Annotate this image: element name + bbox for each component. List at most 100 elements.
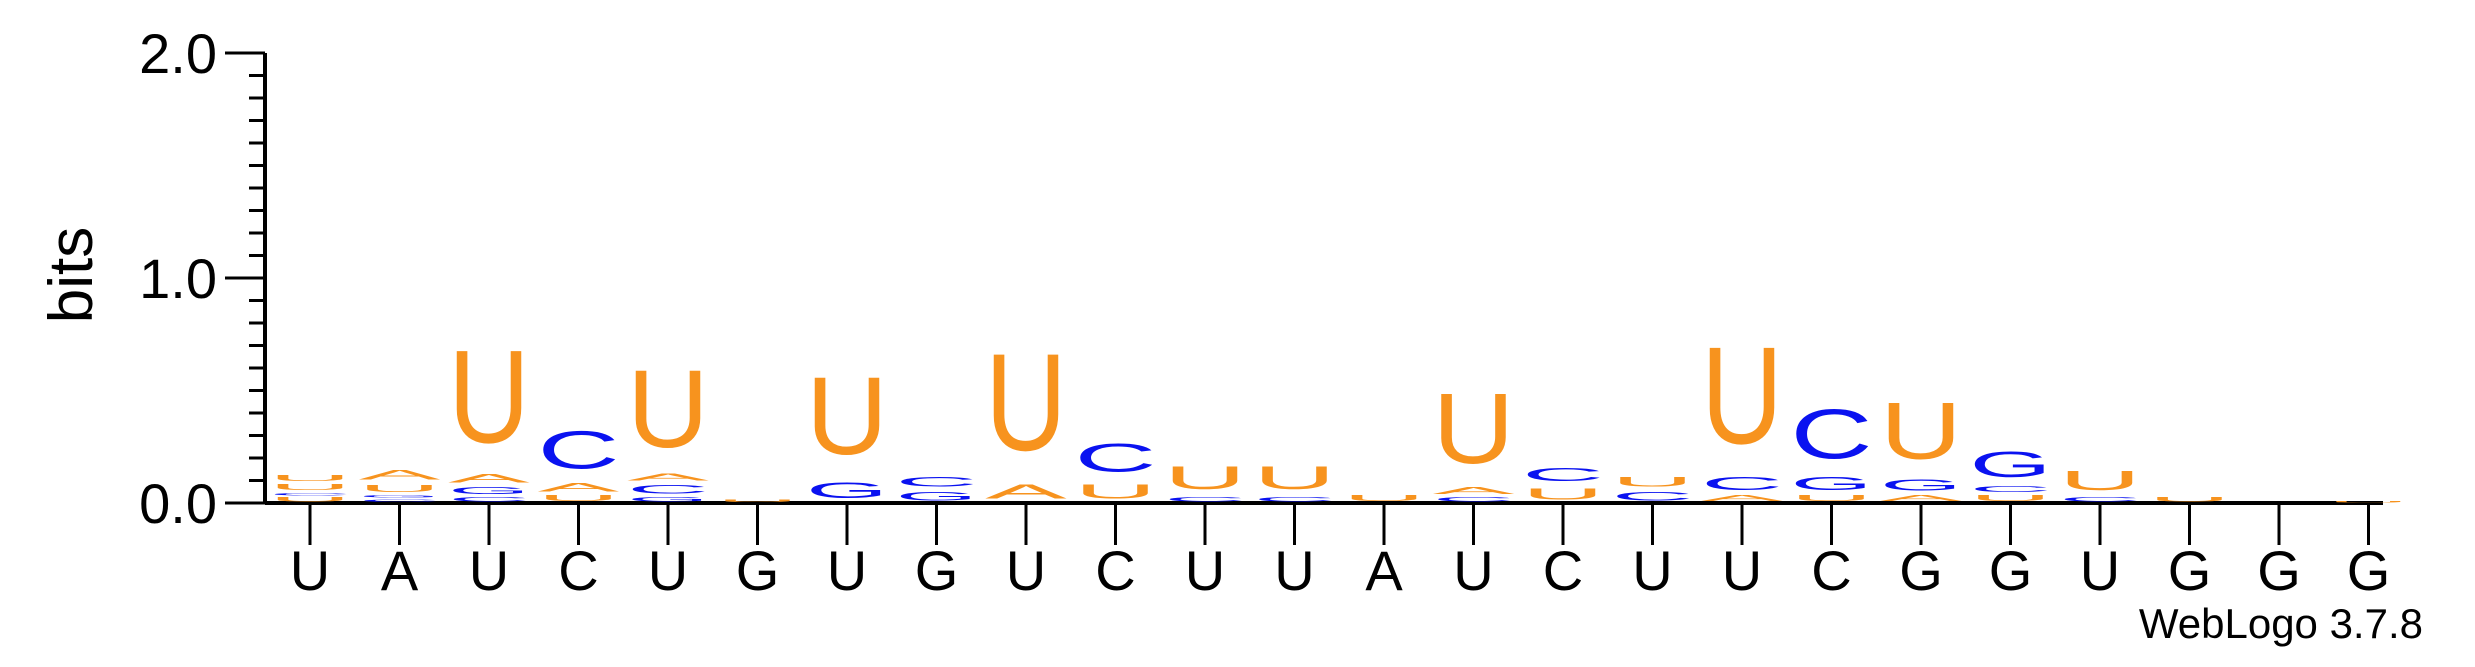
logo-letter: U [359, 483, 441, 494]
logo-letter: A [538, 481, 620, 494]
logo-column: AGU [1880, 386, 1962, 503]
logo-column: UC [1522, 465, 1604, 503]
logo-letter: C [2059, 496, 2141, 503]
logo-letter: A [985, 480, 1067, 502]
logo-letter: U [1432, 372, 1514, 484]
logo-letter: C [1254, 496, 1336, 503]
logo-letter: U [269, 496, 351, 503]
logo-letter: U [2327, 501, 2409, 503]
x-tick-label: U [1453, 539, 1493, 602]
logo-letter: G [1880, 476, 1962, 494]
logo-letter: U [2149, 496, 2231, 503]
logo-letter: U [1253, 460, 1335, 496]
x-tick-label: U [469, 539, 509, 602]
x-tick-label: U [2080, 539, 2120, 602]
logo-column: CU [1612, 474, 1694, 503]
logo-column: UGC [1790, 396, 1872, 503]
logo-letter: U [448, 323, 530, 471]
logo-letter: C [627, 483, 709, 496]
logo-letter: C [1790, 396, 1872, 474]
logo-letter: C [448, 496, 530, 503]
logo-letter: A [627, 472, 709, 483]
logo-letter: U [1880, 386, 1962, 476]
x-tick-label: U [1185, 539, 1225, 602]
logo-letter: G [806, 478, 888, 503]
x-tick-label: C [1543, 539, 1583, 602]
weblogo-version-label: WebLogo 3.7.8 [2138, 600, 2423, 647]
logo-letter: G [359, 494, 441, 499]
logo-letter: U [538, 494, 620, 503]
x-tick-label: G [1989, 539, 2033, 602]
logo-letter: A [448, 472, 530, 485]
logo-letter: U [985, 324, 1067, 479]
logo-letter: C [1075, 436, 1157, 481]
logo-letter: C [1164, 496, 1246, 503]
y-axis-label: bits [37, 227, 106, 323]
x-tick-label: G [736, 539, 780, 602]
logo-letter: C [1433, 496, 1515, 503]
logo-letter: G [448, 485, 530, 496]
logo-column: CU [1164, 460, 1246, 503]
x-tick-label: G [2347, 539, 2391, 602]
x-tick-label: U [1722, 539, 1762, 602]
logo-column: CU [1253, 460, 1335, 503]
logo-letter: U [627, 348, 709, 471]
logo-letter: A [1880, 494, 1962, 503]
logo-column: CU [2059, 465, 2141, 503]
logo-letter: U [717, 499, 799, 504]
logo-letter: U [1701, 317, 1783, 472]
logo-letter: G [1970, 444, 2052, 484]
logo-letter: U [1970, 494, 2052, 503]
logo-letter: U [1164, 460, 1246, 496]
logo-letter: C [1612, 490, 1694, 503]
logo-letter: G [1791, 474, 1873, 494]
x-tick-label: G [2168, 539, 2212, 602]
x-tick-label: C [1095, 539, 1135, 602]
logo-column: AU [985, 324, 1068, 503]
logo-letter: C [896, 474, 978, 490]
x-tick-label: U [1632, 539, 1672, 602]
logo-letter: G [896, 489, 978, 502]
logo-letter: A [1433, 485, 1515, 496]
x-tick-label: U [648, 539, 688, 602]
logo-letter: U [1522, 485, 1604, 503]
logo-letter: U [2059, 465, 2141, 497]
logo-letter: C [1701, 474, 1783, 494]
logo-column: UAC [537, 419, 619, 503]
logo-letter: C [1522, 465, 1604, 485]
x-tick-label: U [1006, 539, 1046, 602]
logo-column: UCG [1970, 444, 2052, 503]
logo-letter: U [269, 483, 351, 492]
logo-column: UC [1075, 436, 1157, 503]
logo-letter: U [1343, 494, 1425, 503]
logo-column: U [2327, 501, 2409, 503]
x-tick-label: U [290, 539, 330, 602]
y-tick-label: 2.0 [139, 22, 217, 85]
logo-letter: U [1612, 474, 1694, 490]
logo-column: U [2149, 496, 2231, 503]
x-tick-label: C [558, 539, 598, 602]
x-tick-label: G [2257, 539, 2301, 602]
logo-letter: C [269, 492, 351, 497]
y-axis: 0.0 1.0 2.0 [139, 22, 267, 535]
y-tick-label: 0.0 [139, 472, 217, 535]
x-tick-label: U [827, 539, 867, 602]
logo-letter: G [627, 496, 709, 503]
x-tick-label: G [915, 539, 959, 602]
logo-letter: U [1075, 481, 1157, 503]
y-tick-label: 1.0 [139, 247, 217, 310]
x-tick-label: G [1899, 539, 1943, 602]
logo-letter: U [806, 354, 888, 477]
x-tick-label: A [1365, 539, 1403, 602]
logo-letter: C [537, 419, 619, 480]
logo-column: GU [806, 354, 888, 503]
logo-letter: C [359, 499, 441, 504]
x-tick-label: C [1811, 539, 1851, 602]
